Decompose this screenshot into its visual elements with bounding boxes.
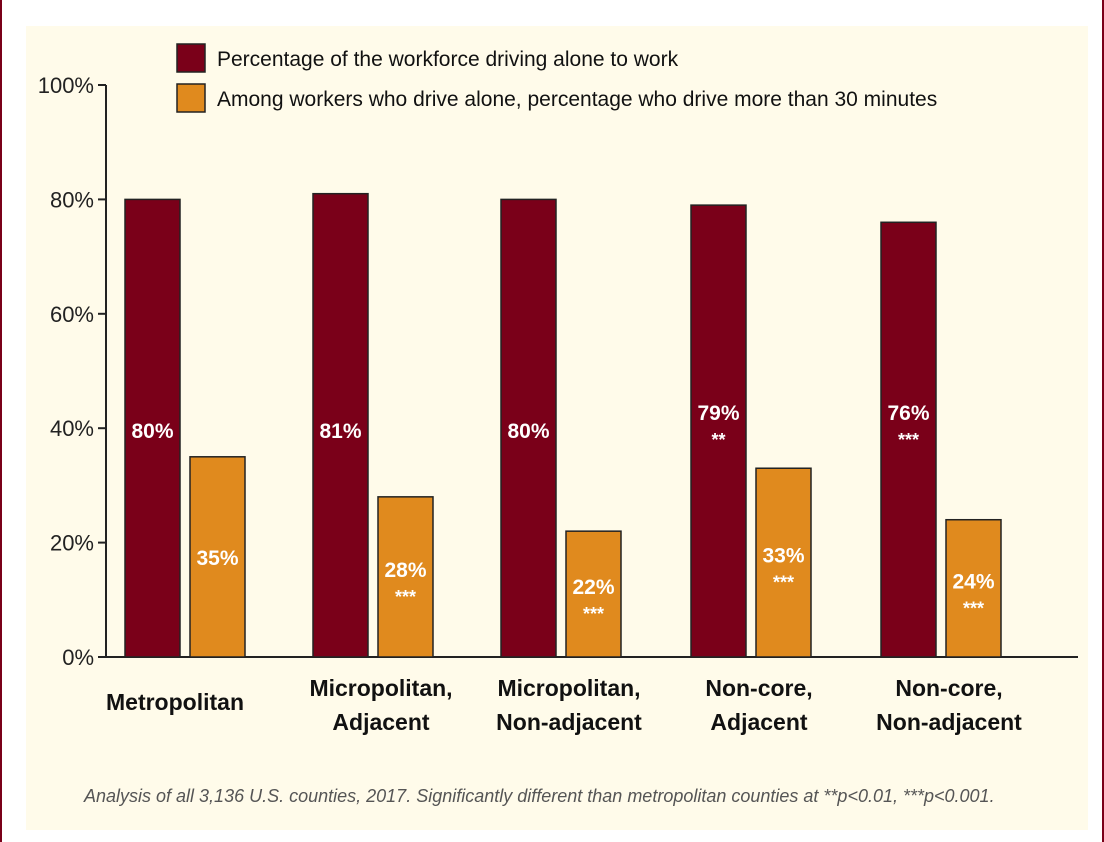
bar [500, 198, 557, 658]
figure-caption: Analysis of all 3,136 U.S. counties, 201… [84, 786, 995, 806]
x-tick-label: Non-adjacent [876, 709, 1022, 735]
data-label: 80% [507, 420, 549, 443]
significance-marker: *** [773, 573, 794, 593]
bar [565, 530, 622, 658]
y-tick-label: 20% [50, 531, 94, 556]
y-tick-label: 100% [38, 73, 94, 98]
bar [124, 198, 181, 658]
data-label: 22% [572, 576, 614, 599]
chart-panel: 0% 20% 40% 60% 80% 100% Percentage of the work… [26, 26, 1088, 830]
data-label: 35% [196, 547, 238, 570]
bar [312, 192, 369, 658]
legend-swatch [176, 43, 206, 73]
legend-swatch [176, 83, 206, 113]
significance-marker: *** [583, 604, 604, 624]
legend-label: Percentage of the workforce driving alon… [217, 48, 679, 71]
y-tick-label: 40% [50, 416, 94, 441]
bar [189, 456, 246, 658]
data-label: 80% [131, 420, 173, 443]
data-label: 79% [697, 402, 739, 425]
x-tick-label: Adjacent [332, 709, 429, 735]
significance-marker: *** [963, 598, 984, 618]
y-tick-label: 80% [50, 187, 94, 212]
x-tick-label: Micropolitan, [497, 675, 640, 701]
bar [690, 204, 747, 658]
bar [377, 496, 434, 658]
x-tick-label: Non-core, [705, 675, 812, 701]
bar [945, 518, 1002, 658]
x-tick-label: Non-core, [895, 675, 1002, 701]
y-tick-label: 0% [62, 645, 94, 670]
x-tick-label: Adjacent [710, 709, 807, 735]
bar [755, 467, 812, 658]
data-label: 81% [319, 420, 361, 443]
significance-marker: ** [711, 430, 725, 450]
data-label: 76% [887, 402, 929, 425]
bar [880, 221, 937, 658]
x-tick-label: Metropolitan [106, 689, 244, 715]
bar-chart: 0% 20% 40% 60% 80% 100% Percentage of the work… [38, 43, 1078, 735]
x-tick-label: Micropolitan, [309, 675, 452, 701]
data-label: 28% [384, 559, 426, 582]
legend-label: Among workers who drive alone, percentag… [217, 88, 937, 111]
significance-marker: *** [898, 430, 919, 450]
significance-marker: *** [395, 587, 416, 607]
data-label: 24% [952, 570, 994, 593]
x-tick-label: Non-adjacent [496, 709, 642, 735]
y-tick-label: 60% [50, 302, 94, 327]
data-label: 33% [762, 545, 804, 568]
